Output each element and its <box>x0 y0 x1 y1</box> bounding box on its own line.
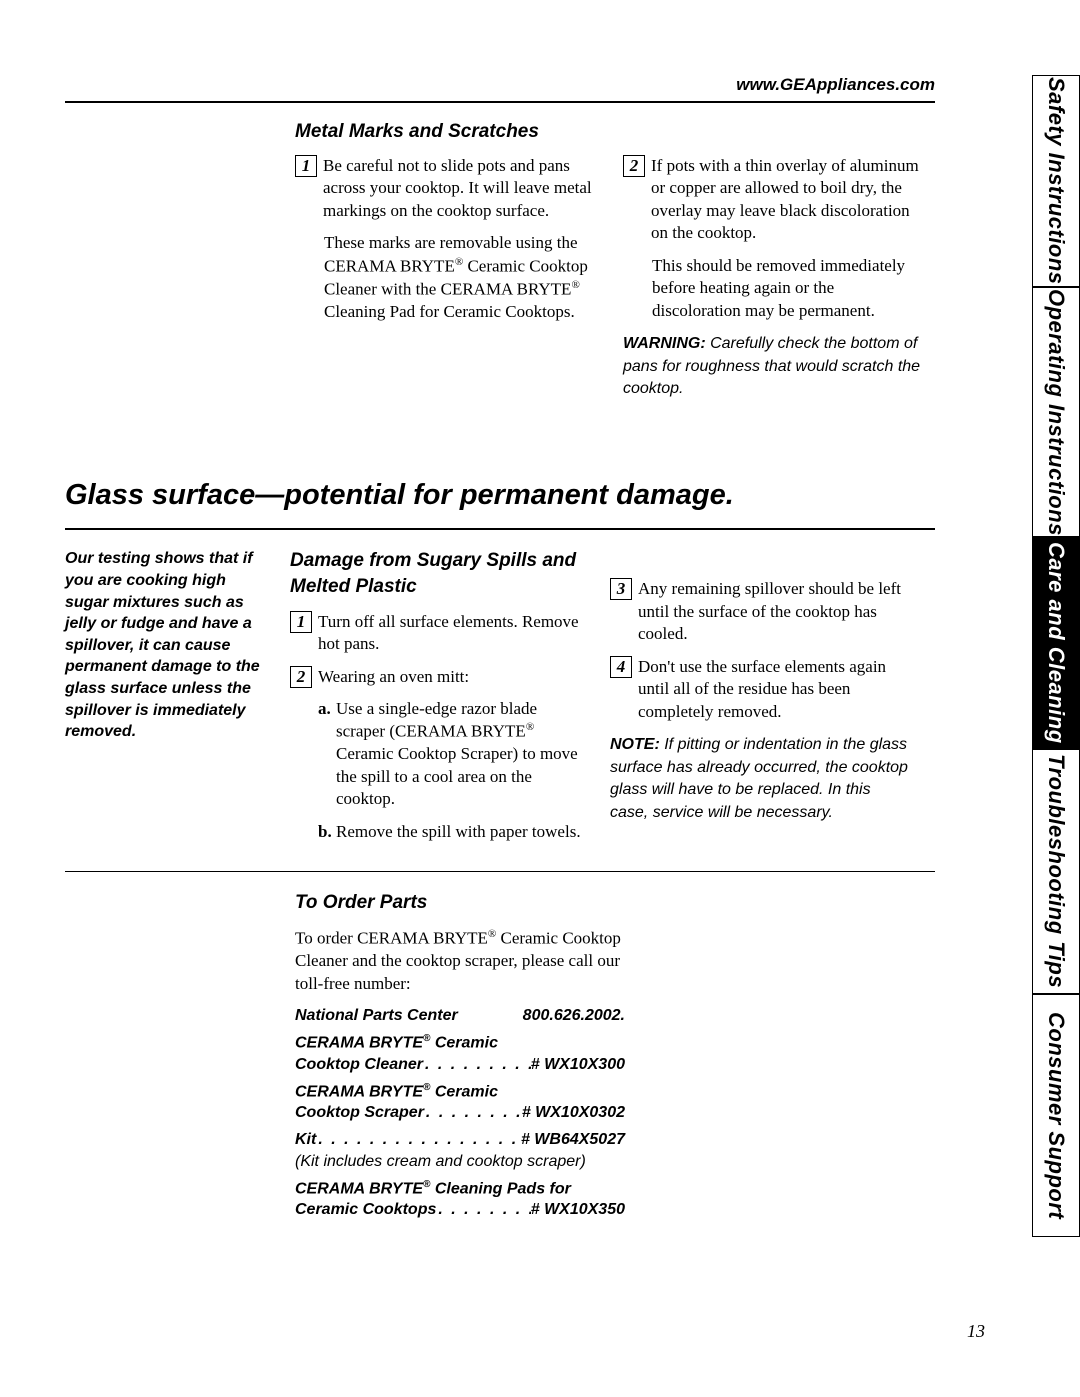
discoloration-note: This should be removed immediately befor… <box>652 255 923 322</box>
step-number-icon: 2 <box>290 666 312 688</box>
divider <box>65 871 935 872</box>
step-text: Wearing an oven mitt: <box>318 666 590 688</box>
national-parts-center: National Parts Center 800.626.2002. <box>295 1005 625 1026</box>
part-scraper-name: CERAMA BRYTE® Ceramic <box>295 1081 625 1102</box>
tab-operating[interactable]: Operating Instructions <box>1032 287 1080 537</box>
part-cleaner-name: CERAMA BRYTE® Ceramic <box>295 1032 625 1053</box>
step-number-icon: 1 <box>290 611 312 633</box>
step-text: Be careful not to slide pots and pans ac… <box>323 155 595 222</box>
manual-page: Safety Instructions Operating Instructio… <box>0 0 1080 1397</box>
sub-step-a: a. Use a single-edge razor blade scraper… <box>318 698 590 811</box>
order-intro: To order CERAMA BRYTE® Ceramic Cooktop C… <box>295 927 625 995</box>
part-scraper-number: Cooktop Scraper# WX10X0302 <box>295 1102 625 1123</box>
section-tabs: Safety Instructions Operating Instructio… <box>1032 75 1080 1305</box>
note-block: NOTE: If pitting or indentation in the g… <box>610 733 910 823</box>
step-1: 1 Turn off all surface elements. Remove … <box>290 611 590 656</box>
warning-label: WARNING: <box>623 335 706 352</box>
step-text: If pots with a thin overlay of aluminum … <box>651 155 923 245</box>
section-heading-metal: Metal Marks and Scratches <box>295 121 935 143</box>
part-cleaner-number: Cooktop Cleaner# WX10X300 <box>295 1054 625 1075</box>
step-number-icon: 4 <box>610 656 632 678</box>
col-right: 2 If pots with a thin overlay of aluminu… <box>623 155 923 399</box>
testing-note-aside: Our testing shows that if you are cookin… <box>65 548 270 853</box>
step-2: 2 Wearing an oven mitt: <box>290 666 590 688</box>
metal-marks-columns: 1 Be careful not to slide pots and pans … <box>295 155 935 399</box>
section-heading-order: To Order Parts <box>295 890 625 915</box>
part-pads-number: Ceramic Cooktops# WX10X350 <box>295 1199 625 1220</box>
step-text: Any remaining spillover should be left u… <box>638 578 910 645</box>
tab-consumer-support[interactable]: Consumer Support <box>1032 994 1080 1237</box>
sub-label: a. <box>318 698 336 811</box>
website-url: www.GEAppliances.com <box>65 75 935 95</box>
step-number-icon: 2 <box>623 155 645 177</box>
kit-note: (Kit includes cream and cooktop scraper) <box>295 1151 625 1172</box>
step-text: Don't use the surface elements again unt… <box>638 656 910 723</box>
order-parts-section: To Order Parts To order CERAMA BRYTE® Ce… <box>295 890 625 1220</box>
page-content: www.GEAppliances.com Metal Marks and Scr… <box>65 75 935 1220</box>
sub-label: b. <box>318 821 336 843</box>
step-number-icon: 1 <box>295 155 317 177</box>
step-2: 2 If pots with a thin overlay of aluminu… <box>623 155 923 245</box>
step-3: 3 Any remaining spillover should be left… <box>610 578 910 645</box>
divider <box>65 528 935 530</box>
divider <box>65 101 935 103</box>
sub-steps: a. Use a single-edge razor blade scraper… <box>318 698 590 843</box>
step-text: Turn off all surface elements. Remove ho… <box>318 611 590 656</box>
col-left: 1 Be careful not to slide pots and pans … <box>295 155 595 399</box>
removal-note: These marks are removable using the CERA… <box>324 232 595 323</box>
note-label: NOTE: <box>610 736 660 753</box>
warning-block: WARNING: Carefully check the bottom of p… <box>623 332 923 399</box>
page-number: 13 <box>967 1321 985 1342</box>
part-kit: Kit# WB64X5027 <box>295 1129 625 1150</box>
tab-troubleshooting[interactable]: Troubleshooting Tips <box>1032 749 1080 994</box>
step-number-icon: 3 <box>610 578 632 600</box>
step-4: 4 Don't use the surface elements again u… <box>610 656 910 723</box>
tab-care-cleaning[interactable]: Care and Cleaning <box>1032 537 1080 749</box>
tab-safety[interactable]: Safety Instructions <box>1032 75 1080 287</box>
sub-step-b: b. Remove the spill with paper towels. <box>318 821 590 843</box>
damage-section: Our testing shows that if you are cookin… <box>65 548 935 853</box>
col-mid: Damage from Sugary Spills and Melted Pla… <box>290 548 590 853</box>
main-heading: Glass surface—potential for permanent da… <box>65 479 935 512</box>
col-right: 3 Any remaining spillover should be left… <box>610 548 910 853</box>
part-pads-name: CERAMA BRYTE® Cleaning Pads for <box>295 1178 625 1199</box>
section-heading-damage: Damage from Sugary Spills and Melted Pla… <box>290 548 590 598</box>
step-1: 1 Be careful not to slide pots and pans … <box>295 155 595 222</box>
